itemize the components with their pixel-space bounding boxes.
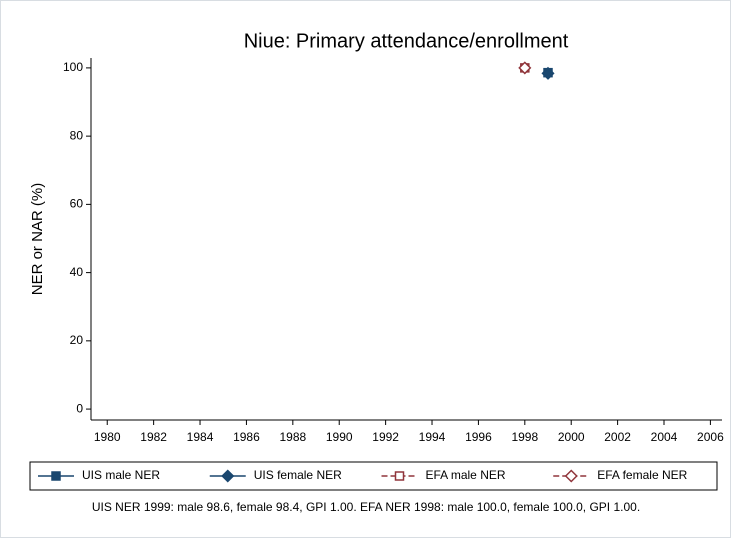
- y-tick-label: 0: [76, 401, 83, 415]
- marker: [518, 61, 532, 75]
- x-tick-label: 2006: [697, 430, 724, 444]
- legend-marker: [394, 471, 405, 481]
- x-tick-label: 1992: [372, 430, 399, 444]
- legend-label: UIS male NER: [82, 468, 160, 482]
- legend-label: EFA male NER: [426, 468, 506, 482]
- legend-box: [29, 461, 718, 491]
- x-tick-label: 1994: [419, 430, 446, 444]
- x-tick-label: 1982: [140, 430, 167, 444]
- marker: [541, 66, 555, 80]
- x-tick-label: 1988: [279, 430, 306, 444]
- y-tick-label: 80: [70, 128, 84, 142]
- y-tick-label: 100: [63, 60, 83, 74]
- legend-marker: [221, 469, 235, 483]
- x-tick-label: 1996: [465, 430, 492, 444]
- x-tick-label: 1980: [94, 430, 121, 444]
- x-tick-label: 1986: [233, 430, 260, 444]
- x-tick-label: 2004: [651, 430, 678, 444]
- x-tick-label: 1984: [187, 430, 214, 444]
- y-axis-label: NER or NAR (%): [29, 183, 46, 296]
- legend-marker: [51, 471, 61, 481]
- x-tick-label: 2002: [604, 430, 631, 444]
- note: UIS NER 1999: male 98.6, female 98.4, GP…: [92, 500, 640, 514]
- y-tick-label: 20: [70, 333, 84, 347]
- legend-label: EFA female NER: [597, 468, 687, 482]
- x-tick-label: 2000: [558, 430, 585, 444]
- legend-label: UIS female NER: [254, 468, 342, 482]
- legend-marker: [564, 469, 578, 483]
- y-tick-label: 40: [70, 265, 84, 279]
- y-tick-label: 60: [70, 197, 84, 211]
- chart-title: Niue: Primary attendance/enrollment: [244, 30, 569, 52]
- x-tick-label: 1998: [511, 430, 538, 444]
- x-tick-label: 1990: [326, 430, 353, 444]
